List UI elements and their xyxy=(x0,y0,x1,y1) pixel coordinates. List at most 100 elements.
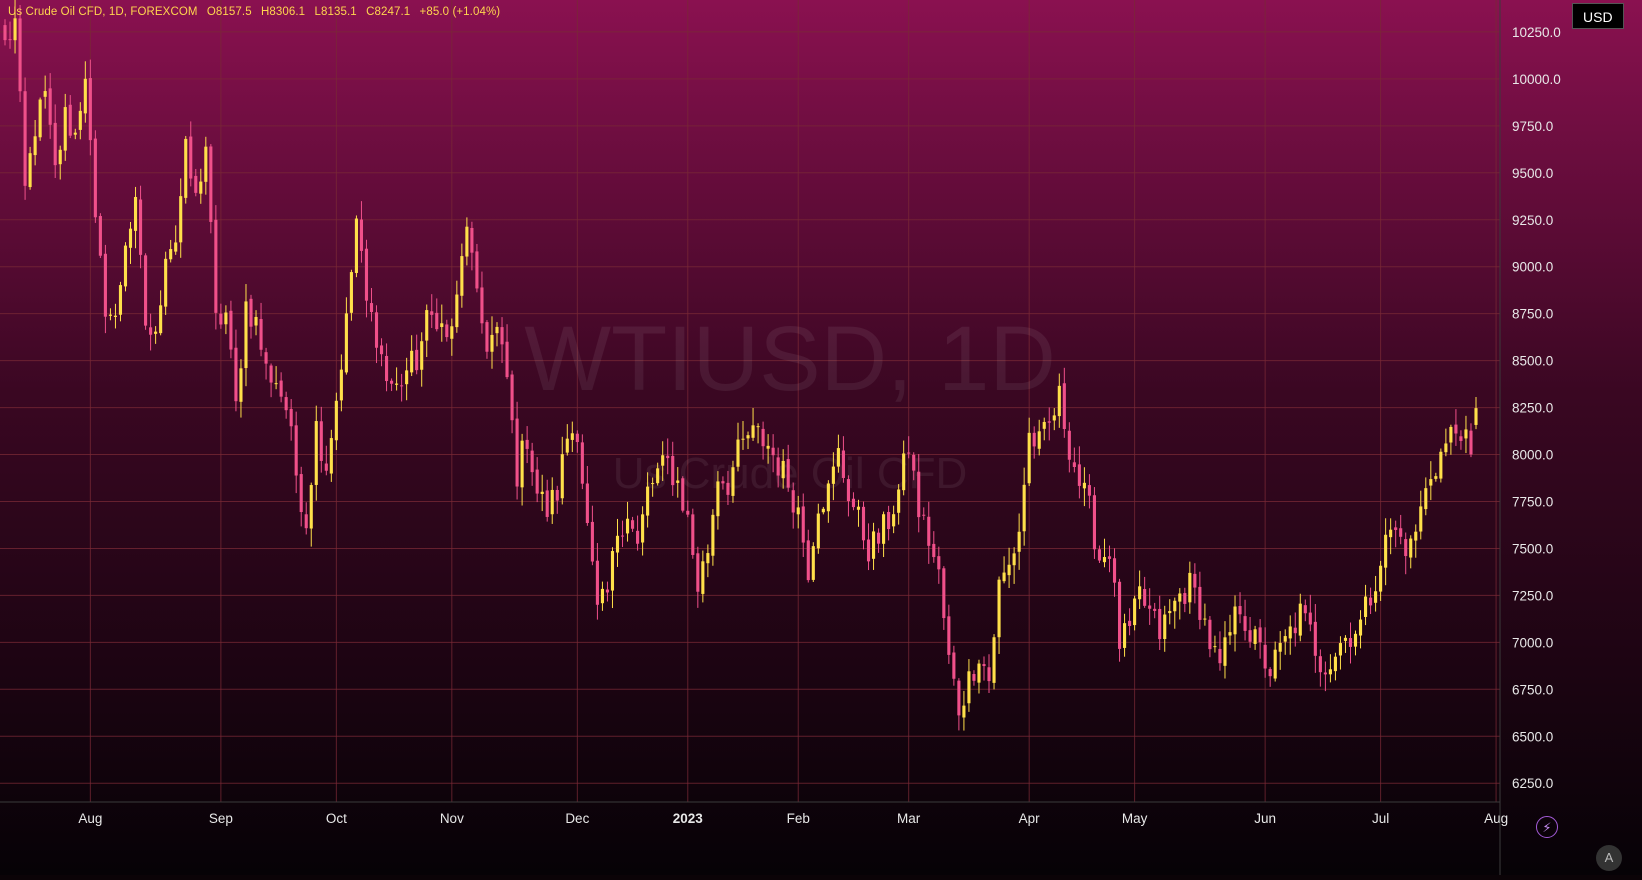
candle-body xyxy=(219,313,223,325)
candle-body xyxy=(1062,383,1066,430)
candle xyxy=(1198,571,1202,630)
candle xyxy=(440,304,444,342)
candle xyxy=(1228,614,1232,645)
candle xyxy=(711,509,715,566)
candle xyxy=(289,399,293,441)
y-tick-label: 9250.0 xyxy=(1512,213,1553,228)
candle xyxy=(455,280,459,333)
candle xyxy=(465,217,469,266)
auto-scale-button[interactable]: A xyxy=(1596,845,1622,871)
candle xyxy=(636,515,640,551)
candle-body xyxy=(154,331,158,334)
candle-body xyxy=(1193,573,1197,588)
candle xyxy=(575,430,579,453)
candle-body xyxy=(656,468,660,484)
candle-body xyxy=(93,138,97,218)
candle-body xyxy=(440,323,444,327)
candle-body xyxy=(18,18,22,92)
y-tick-label: 8250.0 xyxy=(1512,401,1553,416)
candle-body xyxy=(98,216,102,256)
candle xyxy=(771,434,775,473)
candle xyxy=(359,201,364,263)
candle-body xyxy=(1243,616,1247,631)
candle xyxy=(686,500,690,518)
candle-body xyxy=(28,153,32,188)
candle xyxy=(1268,667,1272,687)
candle xyxy=(841,436,845,483)
candle xyxy=(189,121,193,187)
candle-body xyxy=(1017,531,1021,552)
currency-badge[interactable]: USD xyxy=(1572,3,1624,29)
candle-body xyxy=(766,445,770,449)
x-tick-label: Aug xyxy=(1484,811,1508,826)
candle-body xyxy=(500,327,504,345)
candle-body xyxy=(123,245,128,287)
candle xyxy=(13,0,17,54)
candle-body xyxy=(816,513,820,549)
candle xyxy=(1414,524,1418,558)
candle xyxy=(962,690,966,731)
candle-body xyxy=(324,463,328,471)
candle xyxy=(1213,635,1217,653)
candle xyxy=(1343,635,1348,653)
candle-body xyxy=(1107,556,1112,559)
candle xyxy=(450,318,454,356)
lightning-icon[interactable]: ⚡ xyxy=(1536,816,1558,838)
candle-body xyxy=(1052,415,1056,421)
candle-body xyxy=(841,450,845,478)
candle xyxy=(339,354,343,412)
candle xyxy=(1022,467,1026,546)
candle-body xyxy=(1238,606,1242,615)
candle-body xyxy=(871,531,876,559)
candle xyxy=(1288,615,1292,655)
candle-body xyxy=(1353,633,1358,647)
candle-body xyxy=(144,255,148,326)
candle-body xyxy=(831,466,835,484)
candle-body xyxy=(1474,408,1478,425)
y-tick-label: 8750.0 xyxy=(1512,307,1553,322)
candle-body xyxy=(364,248,369,301)
candle xyxy=(851,492,856,511)
candle xyxy=(545,479,549,522)
candle xyxy=(1017,513,1021,570)
candle-body xyxy=(269,365,273,383)
candle xyxy=(1384,518,1388,586)
candle xyxy=(369,288,374,322)
candle xyxy=(1318,649,1322,687)
candle-body xyxy=(420,341,424,370)
candle xyxy=(866,523,871,571)
candle xyxy=(118,281,123,322)
candle xyxy=(435,298,439,332)
candle-body xyxy=(1042,421,1046,429)
candle xyxy=(1449,424,1453,455)
candle-body xyxy=(897,489,901,513)
candle xyxy=(199,168,203,204)
candle xyxy=(103,244,107,334)
candle xyxy=(329,429,333,482)
candle xyxy=(535,457,539,503)
candle-body xyxy=(1148,605,1152,609)
candle xyxy=(1097,545,1102,564)
candle xyxy=(279,372,283,403)
candle-body xyxy=(992,637,996,683)
candle-body xyxy=(1097,549,1102,561)
candle xyxy=(716,471,720,530)
candle-body xyxy=(600,588,604,604)
candle-body xyxy=(369,303,374,312)
candle-body xyxy=(1258,627,1262,643)
candle xyxy=(721,476,725,490)
candle-body xyxy=(1449,426,1453,443)
candle-body xyxy=(395,383,399,385)
y-tick-label: 6250.0 xyxy=(1512,776,1553,791)
candle xyxy=(937,546,941,584)
y-tick-label: 6500.0 xyxy=(1512,729,1553,744)
candle xyxy=(595,542,599,620)
candle-body xyxy=(1153,608,1157,611)
candle xyxy=(806,529,810,583)
candle-body xyxy=(631,520,635,529)
candle xyxy=(309,482,313,547)
candle xyxy=(907,436,911,459)
candle-body xyxy=(856,506,861,510)
